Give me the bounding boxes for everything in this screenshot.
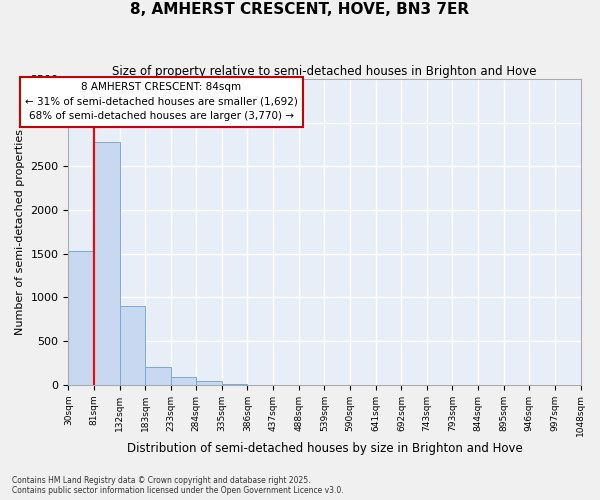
Bar [145, 368, 170, 384]
Bar [94, 142, 120, 384]
X-axis label: Distribution of semi-detached houses by size in Brighton and Hove: Distribution of semi-detached houses by … [127, 442, 523, 455]
Text: 8 AMHERST CRESCENT: 84sqm
← 31% of semi-detached houses are smaller (1,692)
68% : 8 AMHERST CRESCENT: 84sqm ← 31% of semi-… [25, 82, 298, 122]
Bar [170, 377, 196, 384]
Bar [120, 306, 145, 384]
Title: Size of property relative to semi-detached houses in Brighton and Hove: Size of property relative to semi-detach… [112, 65, 537, 78]
Y-axis label: Number of semi-detached properties: Number of semi-detached properties [15, 129, 25, 335]
Bar [196, 381, 222, 384]
Text: Contains HM Land Registry data © Crown copyright and database right 2025.
Contai: Contains HM Land Registry data © Crown c… [12, 476, 344, 495]
Bar [68, 251, 94, 384]
Text: 8, AMHERST CRESCENT, HOVE, BN3 7ER: 8, AMHERST CRESCENT, HOVE, BN3 7ER [130, 2, 470, 18]
